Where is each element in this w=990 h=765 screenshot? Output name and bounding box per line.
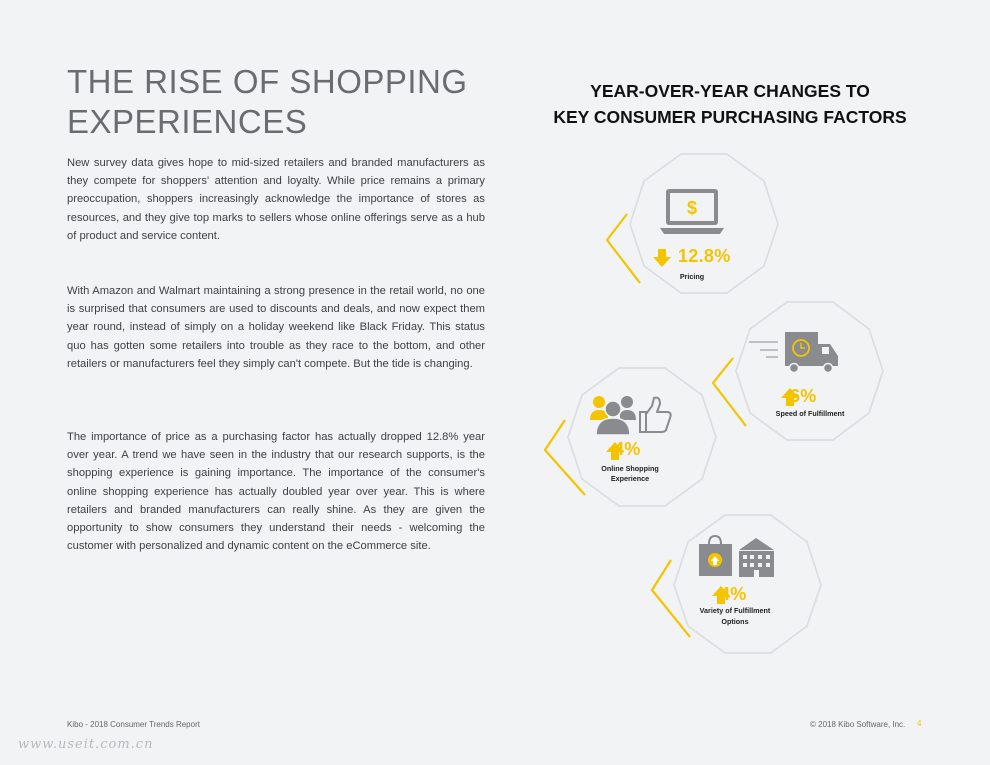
fulfillment-stat: 6%: [790, 386, 850, 407]
svg-text:$: $: [687, 198, 697, 218]
variety-accent: [650, 559, 691, 638]
pricing-value: 12.8%: [678, 246, 731, 266]
pricing-accent: [605, 213, 641, 284]
online-experience-stat: 4%: [614, 439, 674, 460]
pricing-ring: [629, 153, 779, 294]
footer-report-name: Kibo - 2018 Consumer Trends Report: [67, 720, 200, 729]
pricing-stat: 12.8% Pricing: [662, 246, 752, 281]
footer-copyright: © 2018 Kibo Software, Inc.: [810, 720, 906, 729]
page-title: THE RISE OF SHOPPING EXPERIENCES: [67, 62, 487, 142]
fulfillment-up-arrow: [781, 388, 799, 406]
variety-label-line-2: Options: [721, 617, 749, 626]
online-experience-up-arrow: [606, 442, 624, 460]
intro-paragraph: New survey data gives hope to mid-sized …: [67, 157, 485, 242]
variety-value: 4%: [720, 584, 747, 604]
fulfillment-accent: [711, 357, 747, 427]
variety-label-line-1: Variety of Fulfillment: [699, 606, 771, 615]
delivery-truck-icon: [749, 332, 838, 374]
fulfillment-ring: [735, 301, 884, 441]
fulfillment-value: 6%: [790, 386, 817, 406]
amazon-walmart-paragraph: With Amazon and Walmart maintaining a st…: [67, 285, 485, 370]
people-thumbs-up-icon: [590, 396, 672, 436]
online-experience-accent: [543, 419, 586, 496]
page-title-line-2: EXPERIENCES: [67, 103, 308, 140]
variety-label: Variety of Fulfillment Options: [685, 604, 785, 627]
laptop-dollar-icon: $: [660, 189, 724, 234]
online-experience-label: Online Shopping Experience: [585, 462, 675, 484]
variety-up-arrow: [712, 586, 730, 604]
variety-ring: [673, 514, 822, 654]
online-experience-label-line-2: Experience: [610, 474, 650, 483]
pricing-label: Pricing: [679, 272, 705, 281]
online-experience-value: 4%: [614, 439, 641, 459]
bag-and-store-icon: [699, 534, 774, 577]
fulfillment-label: Speed of Fulfillment: [775, 409, 845, 418]
chart-title-line-1: YEAR-OVER-YEAR CHANGES TO: [590, 81, 870, 101]
price-importance-paragraph: The importance of price as a purchasing …: [67, 431, 485, 553]
page-number: 4: [917, 719, 922, 728]
page-title-line-1: THE RISE OF SHOPPING: [67, 63, 468, 100]
pricing-down-arrow: [653, 249, 671, 267]
online-experience-label-line-1: Online Shopping: [601, 464, 659, 473]
online-experience-ring: [567, 367, 717, 507]
chart-title-line-2: KEY CONSUMER PURCHASING FACTORS: [553, 107, 907, 127]
watermark: www.useit.com.cn: [18, 737, 154, 752]
chart-title: YEAR-OVER-YEAR CHANGES TO KEY CONSUMER P…: [520, 78, 940, 130]
variety-stat: 4%: [720, 584, 780, 605]
